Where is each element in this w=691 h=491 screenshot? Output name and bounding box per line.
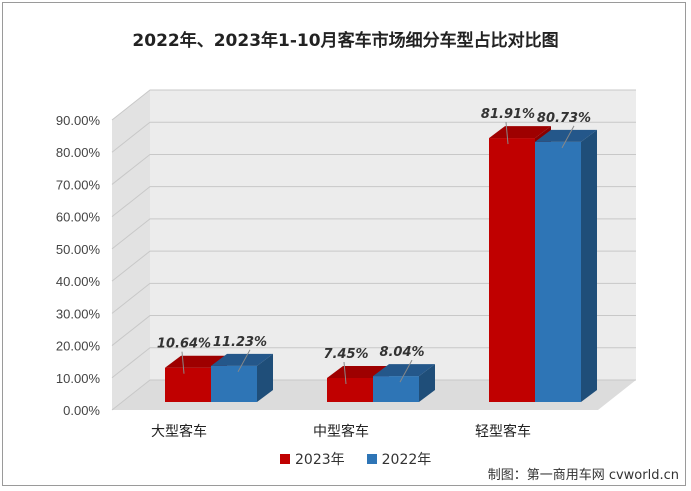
x-category-label: 轻型客车 (475, 423, 531, 440)
gridline (111, 250, 636, 282)
data-label: 8.04% (379, 345, 424, 360)
data-label-leader (505, 122, 509, 145)
x-category-label: 中型客车 (313, 423, 369, 440)
gridline (111, 315, 636, 346)
legend: 2023年 2022年 (280, 449, 431, 469)
data-label: 80.73% (537, 111, 591, 126)
data-label-leader (237, 349, 251, 373)
data-label: 81.91% (481, 107, 535, 122)
bar-top (535, 129, 597, 142)
gridline (111, 282, 636, 314)
chart-title: 2022年、2023年1-10月客车市场细分车型占比对比图 (132, 31, 559, 51)
y-tick-label: 70.00% (56, 177, 101, 192)
bar-side (419, 364, 435, 402)
y-tick-label: 40.00% (56, 274, 101, 289)
y-tick-label: 10.00% (56, 371, 101, 386)
data-label-leader (399, 359, 413, 383)
chart-side-wall (112, 90, 150, 410)
bar-top (211, 353, 273, 366)
bar (165, 367, 211, 402)
legend-item-2023: 2023年 (280, 449, 345, 469)
bar-top (489, 126, 551, 139)
y-tick-label: 0.00% (63, 403, 100, 418)
source-credit: 制图：第一商用车网 cvworld.cn (487, 468, 679, 483)
legend-swatch-2023 (280, 454, 290, 464)
y-tick-label: 80.00% (56, 145, 101, 160)
data-label: 7.45% (323, 347, 368, 362)
gridline (111, 153, 636, 185)
bar-top (373, 364, 435, 377)
x-category-label: 大型客车 (151, 423, 207, 440)
y-tick-label: 30.00% (56, 306, 101, 321)
legend-swatch-2022 (366, 454, 377, 464)
bar-side (257, 353, 273, 402)
gridline (111, 347, 636, 379)
bar (535, 141, 581, 402)
data-label-leader (561, 125, 575, 149)
data-label-leader (343, 361, 347, 385)
gridline (111, 218, 636, 250)
y-tick-label: 90.00% (56, 113, 101, 128)
y-tick-label: 20.00% (56, 339, 101, 354)
gridline (111, 379, 636, 411)
bar-side (581, 129, 597, 402)
gridline (111, 186, 636, 218)
bar-top (327, 365, 389, 378)
bar (373, 376, 419, 402)
legend-item-2022: 2022年 (366, 449, 432, 469)
y-tick-label: 50.00% (56, 242, 101, 257)
legend-label-2022: 2022年 (381, 452, 432, 468)
data-label: 11.23% (213, 335, 267, 350)
bar-top (165, 355, 227, 368)
legend-label-2023: 2023年 (295, 452, 345, 468)
data-label: 10.64% (157, 337, 211, 352)
gridline (111, 121, 636, 153)
data-label-leader (181, 351, 185, 374)
bar (211, 365, 257, 402)
gridline (111, 89, 636, 121)
y-tick-label: 60.00% (56, 210, 101, 225)
bar (489, 138, 535, 402)
bar (327, 377, 373, 402)
